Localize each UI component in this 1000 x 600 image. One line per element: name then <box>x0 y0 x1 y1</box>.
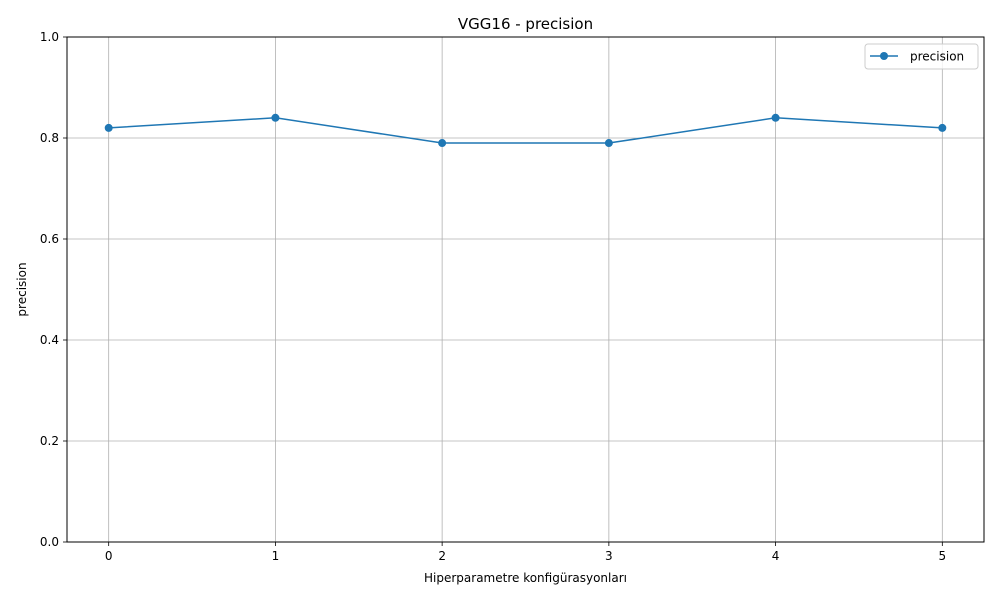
series-layer <box>104 113 947 148</box>
x-tick-label: 2 <box>438 549 446 563</box>
data-point <box>604 139 613 148</box>
plot-frame <box>66 36 985 543</box>
legend: precision <box>864 43 979 70</box>
y-tick-label: 0.2 <box>40 434 59 448</box>
legend-marker-swatch <box>880 52 888 60</box>
chart-title: VGG16 - precision <box>458 15 593 33</box>
data-point <box>271 113 280 122</box>
x-tick-label: 3 <box>605 549 613 563</box>
y-axis-label: precision <box>15 262 29 316</box>
x-tick-label: 1 <box>272 549 280 563</box>
y-tick-label: 0.4 <box>40 333 59 347</box>
data-point <box>438 139 447 148</box>
y-tick-label: 0.8 <box>40 131 59 145</box>
data-point <box>771 113 780 122</box>
x-tick-label: 0 <box>105 549 113 563</box>
x-tick-label: 5 <box>938 549 946 563</box>
legend-label-precision: precision <box>910 50 964 64</box>
series-line-precision <box>108 117 943 144</box>
x-axis-label: Hiperparametre konfigürasyonları <box>424 571 627 585</box>
x-tick-label: 4 <box>772 549 780 563</box>
x-axis-ticks: 0 1 2 3 4 5 <box>105 542 946 563</box>
y-axis-ticks: 0.0 0.2 0.4 0.6 0.8 1.0 <box>40 30 67 549</box>
data-point <box>104 123 113 132</box>
y-tick-label: 0.0 <box>40 535 59 549</box>
y-tick-label: 0.6 <box>40 232 59 246</box>
data-point <box>938 123 947 132</box>
legend-box <box>864 43 979 70</box>
y-tick-label: 1.0 <box>40 30 59 44</box>
